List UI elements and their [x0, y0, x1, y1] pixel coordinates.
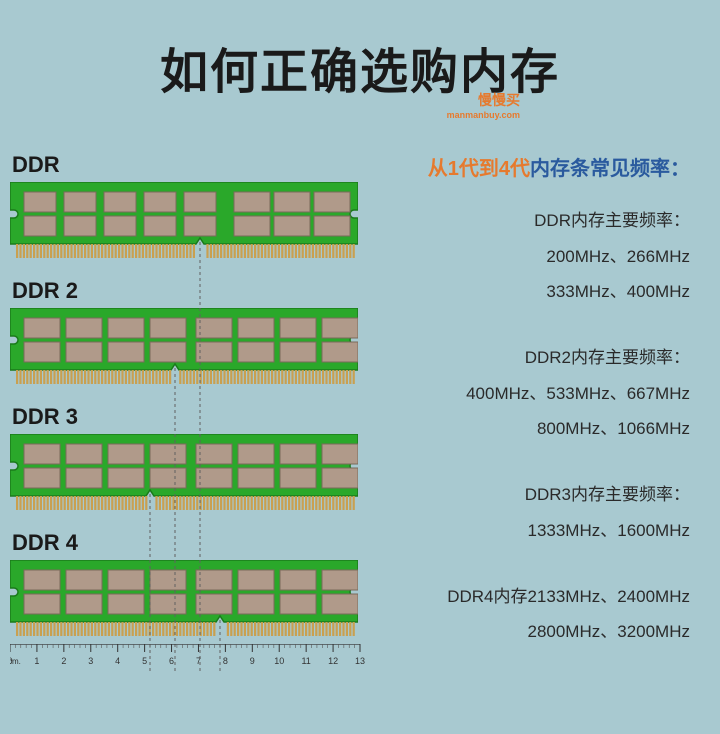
ruler: 012345678910111213cm.: [10, 644, 360, 668]
subtitle-blue: 内存条常见频率：: [530, 158, 690, 180]
svg-text:11: 11: [301, 656, 310, 666]
freq-head: DDR2内存主要频率：: [370, 340, 690, 376]
freq-line: 2800MHz、3200MHz: [370, 614, 690, 650]
ram-label: DDR 4: [12, 530, 370, 556]
ram-label: DDR: [12, 152, 370, 178]
svg-text:9: 9: [250, 656, 255, 666]
ram-stick-svg: [10, 434, 358, 510]
ram-block-ddr3: DDR 3: [10, 404, 370, 510]
freq-section-3: DDR4内存2133MHz、2400MHz2800MHz、3200MHz: [370, 579, 690, 650]
ram-block-ddr4: DDR 4: [10, 530, 370, 636]
ram-block-ddr: DDR: [10, 152, 370, 258]
freq-head: DDR4内存2133MHz、2400MHz: [370, 579, 690, 615]
subtitle: 从1代到4代内存条常见频率：: [370, 152, 690, 181]
ram-block-ddr2: DDR 2: [10, 278, 370, 384]
svg-text:3: 3: [88, 656, 93, 666]
freq-section-1: DDR2内存主要频率：400MHz、533MHz、667MHz800MHz、10…: [370, 340, 690, 447]
main-title: 如何正确选购内存: [0, 32, 720, 102]
svg-text:1: 1: [34, 656, 39, 666]
freq-head: DDR内存主要频率：: [370, 203, 690, 239]
freq-line: 400MHz、533MHz、667MHz: [370, 376, 690, 412]
svg-text:10: 10: [274, 656, 284, 666]
svg-text:2: 2: [61, 656, 66, 666]
svg-text:4: 4: [115, 656, 120, 666]
freq-line: 1333MHz、1600MHz: [370, 513, 690, 549]
svg-text:8: 8: [223, 656, 228, 666]
freq-line: 333MHz、400MHz: [370, 274, 690, 310]
ram-stick-svg: [10, 182, 358, 258]
frequency-text-column: 从1代到4代内存条常见频率： DDR内存主要频率：200MHz、266MHz33…: [370, 152, 710, 680]
watermark: 慢慢买 manmanbuy.com: [447, 90, 520, 120]
ram-stick: [10, 308, 358, 384]
freq-line: 800MHz、1066MHz: [370, 411, 690, 447]
ram-label: DDR 2: [12, 278, 370, 304]
ram-label: DDR 3: [12, 404, 370, 430]
svg-text:6: 6: [169, 656, 174, 666]
watermark-main: 慢慢买: [478, 92, 520, 108]
freq-section-0: DDR内存主要频率：200MHz、266MHz333MHz、400MHz: [370, 203, 690, 310]
subtitle-orange: 从1代到4代: [428, 158, 530, 180]
watermark-sub: manmanbuy.com: [447, 110, 520, 120]
ram-diagram-column: DDR DDR 2 DDR 3 DDR 4 012345678910111213…: [0, 152, 370, 680]
title-area: 如何正确选购内存 慢慢买 manmanbuy.com: [0, 0, 720, 102]
content-row: DDR DDR 2 DDR 3 DDR 4 012345678910111213…: [0, 152, 720, 680]
freq-section-2: DDR3内存主要频率：1333MHz、1600MHz: [370, 477, 690, 548]
svg-text:cm.: cm.: [10, 657, 21, 666]
svg-text:7: 7: [196, 656, 201, 666]
freq-line: 200MHz、266MHz: [370, 239, 690, 275]
svg-text:12: 12: [328, 656, 338, 666]
ram-stick-svg: [10, 560, 358, 636]
ram-stick: [10, 560, 358, 636]
svg-text:13: 13: [355, 656, 365, 666]
freq-head: DDR3内存主要频率：: [370, 477, 690, 513]
svg-text:5: 5: [142, 656, 147, 666]
ram-stick: [10, 434, 358, 510]
ram-stick-svg: [10, 308, 358, 384]
ram-stick: [10, 182, 358, 258]
